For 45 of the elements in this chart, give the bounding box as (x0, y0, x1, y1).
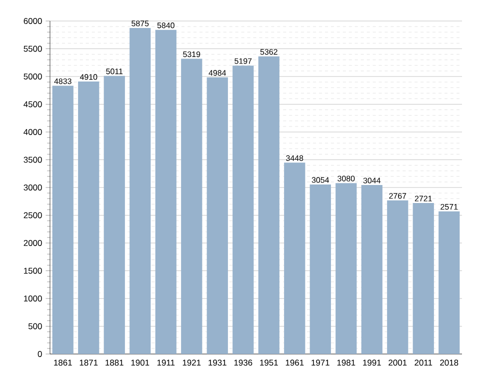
y-tick-label: 2500 (24, 212, 42, 218)
bar (258, 56, 280, 354)
bar (412, 202, 434, 354)
bar (310, 184, 331, 354)
x-tick-label: 2018 (440, 360, 458, 366)
y-tick-label: 6000 (24, 18, 42, 24)
bar (438, 211, 460, 354)
x-tick-label: 1861 (54, 360, 72, 366)
y-tick-label: 1000 (24, 296, 42, 302)
x-tick-label: 1921 (182, 360, 201, 366)
y-tick-label: 3000 (24, 184, 42, 190)
y-tick-label: 500 (28, 323, 42, 330)
y-tick-label: 4000 (24, 129, 42, 135)
y-tick-label: 5500 (24, 46, 42, 52)
bar (104, 76, 125, 354)
x-tick-label: 1936 (234, 360, 252, 366)
bar (387, 200, 408, 354)
y-tick-label: 3500 (24, 156, 42, 163)
x-tick-label: 1931 (208, 360, 226, 366)
bar (181, 58, 202, 354)
bar (361, 185, 382, 354)
x-tick-label: 2001 (388, 360, 407, 366)
x-tick-label: 1951 (260, 360, 278, 366)
bar (52, 86, 74, 354)
x-tick-label: 1881 (106, 360, 124, 366)
x-tick-label: 1871 (80, 360, 98, 366)
y-tick-label: 5000 (24, 74, 42, 80)
y-tick-label: 4500 (24, 101, 42, 108)
y-tick-label: 2000 (24, 240, 42, 246)
bar (206, 77, 228, 354)
y-tick-label: 0 (38, 351, 42, 357)
y-tick-label: 1500 (24, 268, 42, 274)
bar (155, 30, 176, 354)
bar (284, 162, 306, 354)
x-tick-label: 1961 (286, 360, 304, 366)
x-tick-label: 1901 (131, 360, 150, 366)
bar (130, 28, 151, 354)
bar (336, 183, 357, 354)
x-tick-label: 2011 (414, 360, 432, 366)
x-tick-label: 1971 (312, 360, 330, 366)
x-tick-label: 1991 (363, 360, 381, 366)
x-tick-label: 1911 (157, 360, 175, 366)
x-tick-label: 1981 (337, 360, 356, 366)
bar (78, 81, 100, 354)
bar (232, 66, 254, 354)
